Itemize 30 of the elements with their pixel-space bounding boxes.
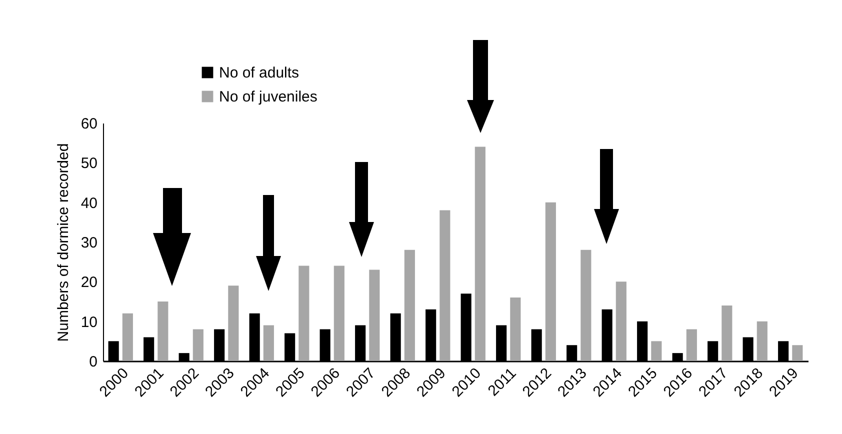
bar	[192, 329, 204, 361]
bar	[510, 298, 521, 361]
y-axis-title: Numbers of dormice recorded	[54, 143, 72, 342]
bar	[474, 146, 486, 361]
bar	[792, 345, 803, 361]
bar	[651, 341, 662, 361]
bar	[756, 321, 768, 361]
y-tick-label: 10	[80, 314, 98, 331]
bar	[298, 266, 310, 361]
y-tick-label: 50	[80, 155, 98, 172]
bar	[263, 325, 274, 361]
bar	[228, 286, 239, 361]
legend-label: No of adults	[219, 64, 300, 82]
bar	[580, 250, 592, 361]
y-tick-label: 60	[80, 116, 98, 132]
y-tick-label: 20	[80, 274, 98, 292]
bar	[404, 250, 415, 361]
bar	[334, 266, 344, 361]
bar	[686, 329, 697, 361]
bar	[158, 302, 168, 361]
y-tick-label: 40	[80, 194, 98, 212]
legend-label: No of juveniles	[219, 88, 318, 106]
y-tick-label: 0	[89, 354, 98, 370]
y-tick-label: 30	[80, 234, 98, 252]
bar	[369, 270, 380, 361]
bar	[722, 305, 732, 361]
bar	[440, 210, 450, 361]
bar	[545, 202, 556, 361]
bar	[122, 313, 133, 361]
bar	[616, 282, 626, 361]
